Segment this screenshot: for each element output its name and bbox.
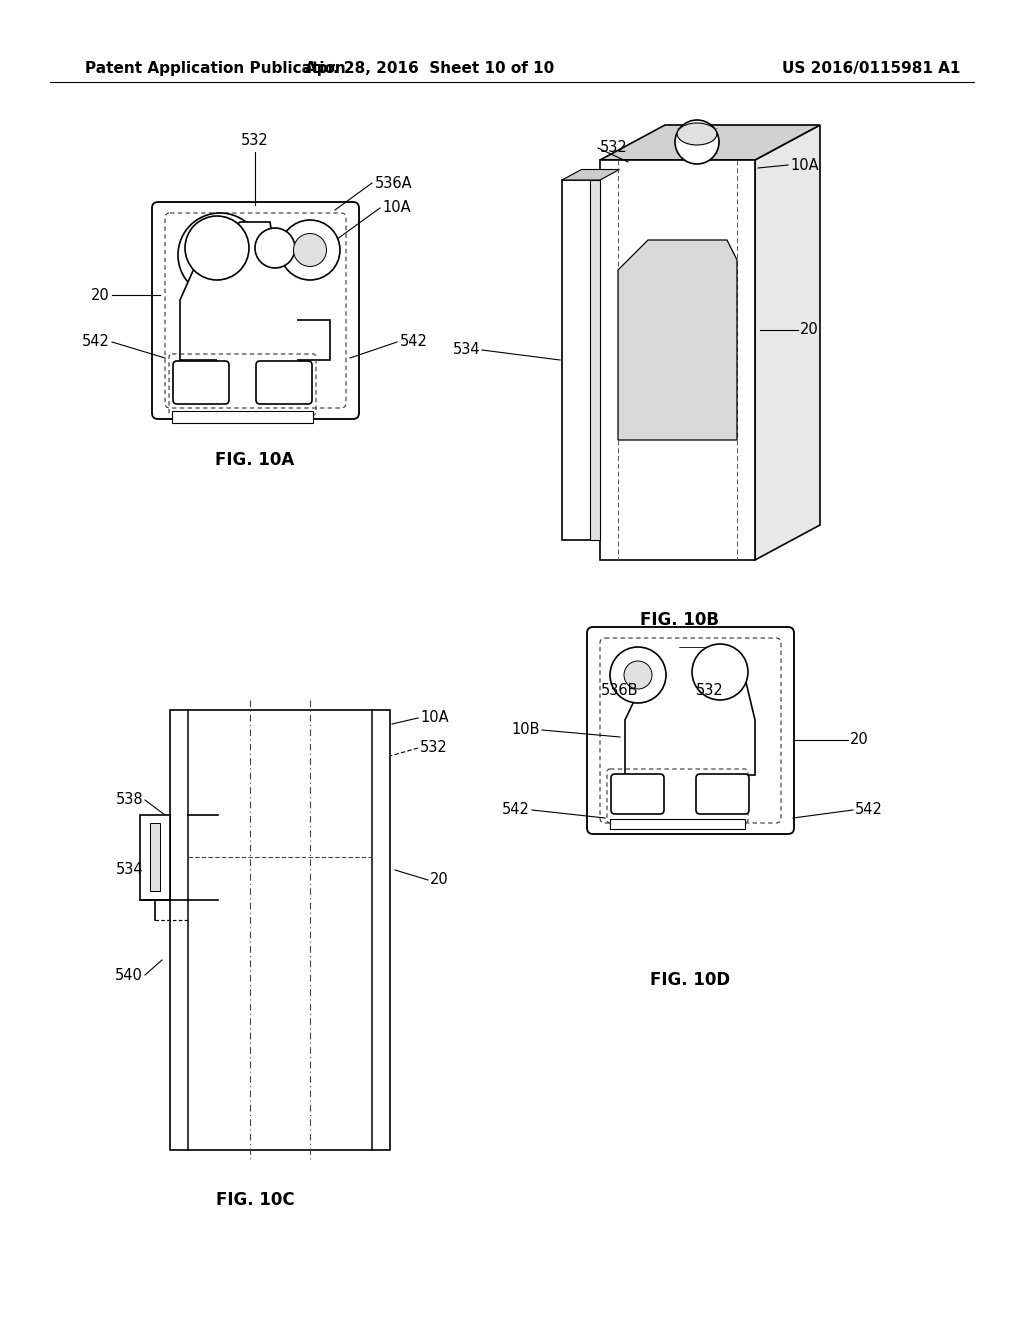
Circle shape	[692, 644, 748, 700]
Text: 542: 542	[502, 803, 530, 817]
Text: 542: 542	[855, 803, 883, 817]
Text: 10B: 10B	[512, 722, 540, 738]
Bar	[170, 710, 390, 1150]
Text: 532: 532	[420, 741, 447, 755]
Text: 536A: 536A	[375, 176, 413, 190]
Text: 10A: 10A	[420, 710, 449, 726]
Bar	[150, 822, 160, 891]
Text: 538: 538	[116, 792, 143, 808]
Bar	[610, 818, 745, 829]
Text: Patent Application Publication: Patent Application Publication	[85, 61, 346, 75]
Text: 20: 20	[850, 733, 868, 747]
Text: 542: 542	[400, 334, 428, 350]
Circle shape	[255, 228, 295, 268]
Text: 542: 542	[82, 334, 110, 350]
Text: 532: 532	[696, 682, 724, 698]
Circle shape	[294, 234, 327, 267]
FancyBboxPatch shape	[587, 627, 794, 834]
Text: 534: 534	[116, 862, 143, 878]
FancyBboxPatch shape	[611, 774, 664, 814]
Circle shape	[624, 661, 652, 689]
FancyBboxPatch shape	[173, 360, 229, 404]
Text: FIG. 10A: FIG. 10A	[215, 451, 295, 469]
Polygon shape	[625, 648, 755, 775]
Bar	[233, 252, 278, 333]
Bar	[140, 814, 170, 900]
Circle shape	[185, 216, 249, 280]
Circle shape	[178, 213, 262, 297]
Bar	[660, 648, 740, 777]
Polygon shape	[562, 169, 620, 180]
Text: FIG. 10D: FIG. 10D	[650, 972, 730, 989]
Text: FIG. 10B: FIG. 10B	[640, 611, 720, 630]
Circle shape	[675, 120, 719, 164]
Circle shape	[280, 220, 340, 280]
Bar	[590, 180, 600, 540]
Ellipse shape	[677, 123, 717, 145]
Text: 20: 20	[800, 322, 819, 338]
Text: 540: 540	[115, 968, 143, 982]
Text: 532: 532	[241, 133, 269, 148]
Bar	[172, 411, 313, 422]
Bar	[600, 160, 755, 560]
FancyBboxPatch shape	[256, 360, 312, 404]
Text: 10A: 10A	[382, 201, 411, 215]
Text: FIG. 10C: FIG. 10C	[216, 1191, 294, 1209]
Text: Apr. 28, 2016  Sheet 10 of 10: Apr. 28, 2016 Sheet 10 of 10	[305, 61, 555, 75]
Polygon shape	[600, 125, 820, 160]
FancyBboxPatch shape	[152, 202, 359, 418]
Text: US 2016/0115981 A1: US 2016/0115981 A1	[781, 61, 961, 75]
Polygon shape	[618, 240, 737, 440]
Text: 20: 20	[91, 288, 110, 302]
Text: 10A: 10A	[790, 157, 818, 173]
Bar	[562, 180, 600, 540]
Text: 536B: 536B	[601, 682, 639, 698]
Bar	[217, 248, 297, 363]
Text: 20: 20	[430, 873, 449, 887]
Text: 534: 534	[453, 342, 480, 358]
Text: 532: 532	[600, 140, 628, 156]
FancyBboxPatch shape	[696, 774, 749, 814]
Polygon shape	[180, 222, 330, 360]
Polygon shape	[755, 125, 820, 560]
Circle shape	[610, 647, 666, 704]
